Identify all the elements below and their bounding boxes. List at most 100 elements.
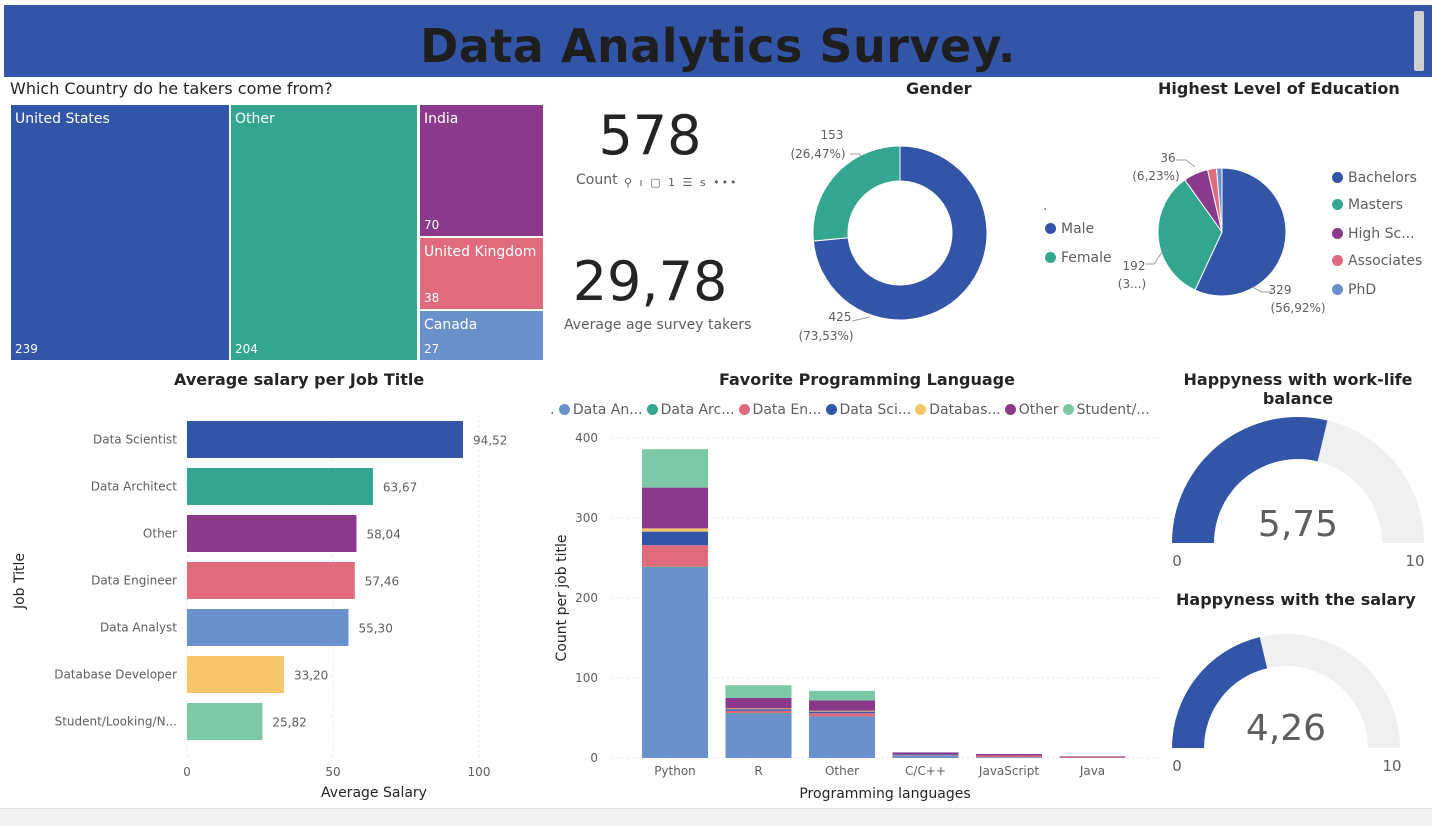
salary-bar[interactable]: [187, 468, 373, 505]
stack-segment[interactable]: [892, 754, 959, 755]
y-tick-label: Data Architect: [91, 480, 178, 494]
treemap-title: Which Country do he takers come from?: [10, 79, 333, 98]
legend-item-phd[interactable]: PhD: [1332, 282, 1376, 298]
stack-segment[interactable]: [1059, 757, 1126, 758]
salary-bar-chart: Data Scientist 94,52 Data Architect 63,67 Ot…: [12, 415, 507, 801]
tile-value: 70: [424, 218, 440, 232]
stack-segment[interactable]: [725, 698, 792, 709]
legend-dot: [646, 404, 658, 415]
legend-item-masters[interactable]: Masters: [1332, 197, 1403, 213]
stack-segment[interactable]: [725, 710, 792, 714]
legend-item[interactable]: Databas...: [915, 402, 1001, 418]
x-tick-label: Python: [654, 764, 696, 778]
y-tick-label: 100: [575, 671, 598, 685]
data-label: 55,30: [358, 622, 392, 636]
treemap-tile-canada[interactable]: Canada 27: [419, 310, 544, 361]
treemap-tile-united-kingdom[interactable]: United Kingdom 38: [419, 237, 544, 310]
tile-value: 239: [15, 342, 38, 356]
stack-segment[interactable]: [642, 566, 708, 568]
stack-segment[interactable]: [642, 545, 708, 567]
gauge-worklife-title: Happyness with work-life balance: [1168, 370, 1428, 408]
salary-bar[interactable]: [187, 421, 463, 458]
language-chart-title: Favorite Programming Language: [719, 370, 1015, 389]
salary-bar[interactable]: [187, 703, 263, 740]
treemap-tile-other[interactable]: Other 204: [230, 104, 418, 361]
legend-item[interactable]: Data Arc...: [646, 402, 735, 418]
stack-segment[interactable]: [976, 757, 1042, 758]
legend-label: Data En...: [752, 402, 822, 418]
tile-value: 204: [235, 342, 258, 356]
stack-segment[interactable]: [809, 710, 875, 712]
legend-item-female[interactable]: Female: [1045, 250, 1112, 266]
stack-segment[interactable]: [725, 713, 792, 714]
stack-segment[interactable]: [809, 716, 875, 758]
stack-segment[interactable]: [809, 690, 875, 701]
legend-dot: [1332, 172, 1343, 183]
legend-label: PhD: [1348, 282, 1377, 298]
legend-item-bachelors[interactable]: Bachelors: [1332, 170, 1417, 186]
stack-segment[interactable]: [642, 487, 708, 529]
legend-label: High Sc...: [1348, 226, 1415, 242]
data-label: 63,67: [383, 481, 417, 495]
legend-dot: [738, 404, 750, 415]
stack-segment[interactable]: [809, 700, 875, 711]
data-label: 33,20: [294, 669, 328, 683]
stack-segment[interactable]: [892, 752, 959, 754]
stack-segment[interactable]: [809, 711, 875, 714]
scrollbar[interactable]: [1414, 11, 1424, 71]
stack-segment[interactable]: [976, 754, 1042, 756]
stack-segment[interactable]: [809, 713, 875, 717]
report-title: Data Analytics Survey.: [420, 19, 1016, 73]
salary-bar[interactable]: [187, 656, 284, 693]
x-axis-title: Average Salary: [321, 785, 427, 801]
legend-item[interactable]: Data Sci...: [825, 402, 911, 418]
legend-item-associates[interactable]: Associates: [1332, 253, 1422, 269]
legend-label: Masters: [1348, 197, 1404, 213]
legend-item[interactable]: Data An...: [558, 402, 643, 418]
stack-segment[interactable]: [725, 709, 792, 711]
stack-segment[interactable]: [642, 567, 708, 758]
stack-segment[interactable]: [642, 449, 708, 488]
salary-bar[interactable]: [187, 515, 357, 552]
legend-item[interactable]: Data En...: [738, 402, 822, 418]
treemap-tile-india[interactable]: India 70: [419, 104, 544, 237]
visual-header-toolbar[interactable]: ⚲ ı ▢ 1 ☰ s •••: [624, 176, 739, 189]
legend-item[interactable]: Other: [1004, 402, 1059, 418]
legend-item-male[interactable]: Male: [1045, 221, 1094, 237]
female-count-label: 153: [821, 128, 844, 142]
legend-label: Bachelors: [1348, 170, 1417, 186]
stack-segment[interactable]: [642, 531, 708, 546]
age-card-label: Average age survey takers: [564, 317, 752, 333]
slice-male[interactable]: [812, 145, 988, 321]
stack-segment[interactable]: [1059, 756, 1126, 758]
salary-bar[interactable]: [187, 562, 355, 599]
legend-dot: [1332, 255, 1343, 266]
stack-segment[interactable]: [892, 755, 959, 758]
slice-female[interactable]: [812, 145, 901, 242]
legend-item[interactable]: Student/...: [1062, 402, 1150, 418]
slice-masters[interactable]: [1157, 179, 1223, 291]
legend-dot: [1045, 223, 1056, 234]
treemap-tile-united-states[interactable]: United States 239: [10, 104, 230, 361]
salary-bar[interactable]: [187, 609, 349, 646]
stack-segment[interactable]: [725, 714, 792, 758]
stack-segment[interactable]: [725, 708, 792, 710]
legend-item-high-school[interactable]: High Sc...: [1332, 226, 1415, 242]
x-tick-label: 100: [468, 765, 491, 779]
stack-segment[interactable]: [725, 685, 792, 698]
leader-line: [1251, 286, 1272, 293]
slice-phd[interactable]: [1215, 167, 1223, 233]
slice-bachelors[interactable]: [1194, 167, 1287, 297]
legend-label: Student/...: [1076, 402, 1150, 418]
masters-count-label: 192: [1123, 259, 1146, 273]
tile-label: Other: [235, 111, 275, 127]
y-tick-label: Student/Looking/N...: [55, 715, 177, 729]
stack-segment[interactable]: [892, 754, 959, 756]
legend-title: .: [550, 402, 555, 418]
tile-label: Canada: [424, 317, 478, 333]
legend-dot: [915, 404, 927, 415]
stack-segment[interactable]: [642, 528, 708, 532]
leader-line: [851, 316, 871, 322]
stack-segment[interactable]: [976, 755, 1042, 758]
highschool-count-label: 36: [1160, 151, 1175, 165]
